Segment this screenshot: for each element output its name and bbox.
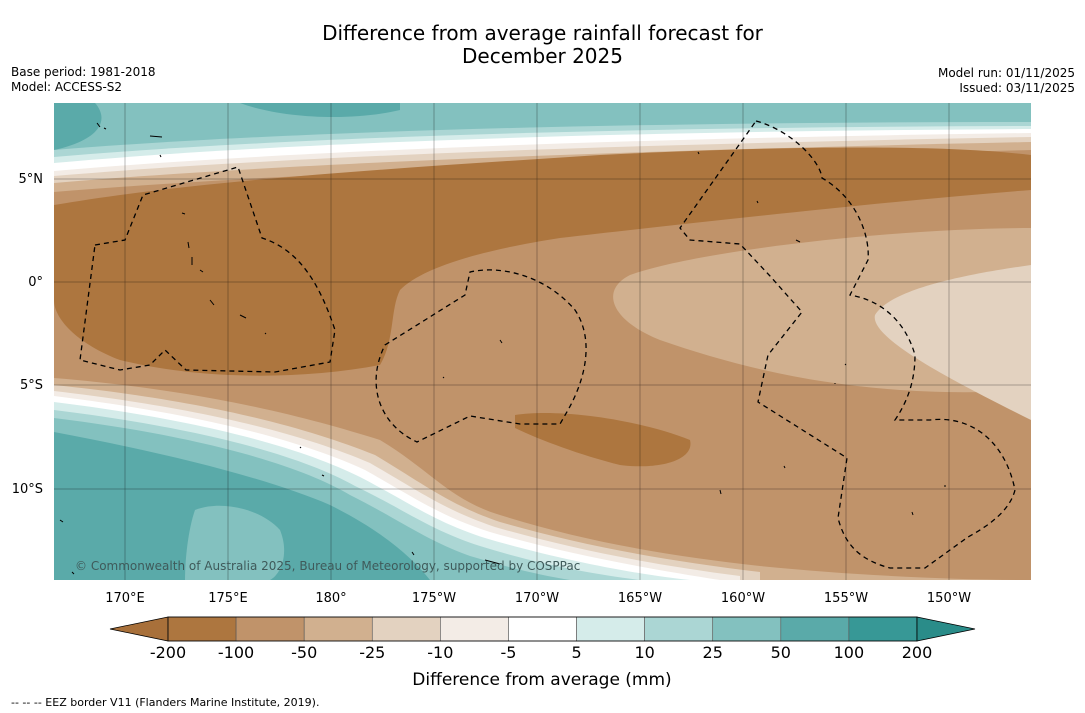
colorbar-segment bbox=[780, 616, 850, 642]
copyright-notice: © Commonwealth of Australia 2025, Bureau… bbox=[75, 559, 580, 573]
band-s-100 bbox=[54, 432, 430, 580]
lon-label-175w: 175°W bbox=[412, 591, 456, 606]
title-line-2: December 2025 bbox=[462, 44, 623, 68]
eez-border-east bbox=[679, 120, 1016, 569]
colorbar-arrow-left bbox=[109, 616, 169, 642]
colorbar-segment bbox=[167, 616, 237, 642]
title-line-1: Difference from average rainfall forecas… bbox=[322, 21, 763, 45]
eez-borders bbox=[79, 120, 1016, 569]
colorbar-tick-label: -25 bbox=[359, 643, 385, 662]
colorbar-tick-label: 25 bbox=[703, 643, 723, 662]
colorbar-segment bbox=[712, 616, 782, 642]
colorbar-tick-label: 50 bbox=[771, 643, 791, 662]
colorbar-tick-label: -10 bbox=[427, 643, 453, 662]
colorbar-title: Difference from average (mm) bbox=[412, 670, 671, 690]
colorbar-segments bbox=[167, 616, 918, 642]
islands bbox=[59, 122, 946, 575]
lon-label-155w: 155°W bbox=[824, 591, 868, 606]
field-north-patch bbox=[170, 103, 400, 118]
base-period: Base period: 1981-2018 bbox=[11, 65, 156, 79]
colorbar: -200 -100 -50 -25 -10 -5 5 10 25 50 100 200 Differe… bbox=[109, 616, 976, 690]
rainfall-field: © Commonwealth of Australia 2025, Bureau… bbox=[54, 103, 1031, 580]
model-name: Model: ACCESS-S2 bbox=[11, 80, 123, 94]
lon-label-170e: 170°E bbox=[105, 591, 145, 606]
colorbar-segment bbox=[508, 616, 577, 642]
colorbar-segment bbox=[235, 616, 305, 642]
lon-labels: 170°E 175°E 180° 175°W 170°W 165°W 160°W… bbox=[105, 591, 971, 606]
lon-label-180: 180° bbox=[315, 591, 346, 606]
issued-date: Issued: 03/11/2025 bbox=[959, 81, 1075, 95]
field-south-patch bbox=[185, 505, 285, 580]
colorbar-tick-label: 200 bbox=[902, 643, 933, 662]
colorbar-tick-label: -100 bbox=[218, 643, 254, 662]
eez-border-west bbox=[79, 166, 336, 373]
colorbar-segment bbox=[303, 616, 373, 642]
colorbar-tick-label: 5 bbox=[571, 643, 581, 662]
map-title: Difference from average rainfall forecas… bbox=[0, 22, 1085, 68]
meta-left: Base period: 1981-2018 Model: ACCESS-S2 bbox=[11, 65, 156, 95]
lat-label-5s: 5°S bbox=[20, 378, 43, 393]
lat-label-5n: 5°N bbox=[19, 172, 44, 187]
lat-label-10s: 10°S bbox=[12, 482, 43, 497]
colorbar-tick-label: 10 bbox=[634, 643, 654, 662]
eez-legend: -- -- -- EEZ border V11 (Flanders Marine… bbox=[11, 696, 320, 709]
lat-labels: 5°N 0° 5°S 10°S bbox=[12, 172, 43, 497]
colorbar-labels: -200 -100 -50 -25 -10 -5 5 10 25 50 100 200 bbox=[150, 643, 932, 662]
lon-label-165w: 165°W bbox=[618, 591, 662, 606]
island-marks bbox=[59, 122, 946, 575]
model-run: Model run: 01/11/2025 bbox=[937, 66, 1075, 80]
colorbar-tick-label: 100 bbox=[834, 643, 865, 662]
colorbar-tick-label: -5 bbox=[500, 643, 516, 662]
lon-label-160w: 160°W bbox=[721, 591, 765, 606]
field-dry-patch bbox=[515, 412, 691, 467]
colorbar-segment bbox=[440, 616, 509, 642]
field-light-tongue bbox=[874, 265, 1031, 420]
meta-right: Model run: 01/11/2025 Issued: 03/11/2025 bbox=[938, 66, 1075, 96]
colorbar-segment bbox=[576, 616, 645, 642]
colorbar-segment bbox=[848, 616, 918, 642]
lon-label-175e: 175°E bbox=[208, 591, 248, 606]
field-north-patch-2 bbox=[54, 103, 102, 150]
colorbar-arrow-right bbox=[916, 616, 976, 642]
gridlines bbox=[54, 103, 1031, 580]
colorbar-segment bbox=[371, 616, 441, 642]
field-dry-core bbox=[54, 147, 1031, 376]
colorbar-tick-label: -50 bbox=[291, 643, 317, 662]
lon-label-170w: 170°W bbox=[515, 591, 559, 606]
lat-label-0: 0° bbox=[28, 275, 43, 290]
colorbar-tick-label: -200 bbox=[150, 643, 186, 662]
colorbar-segment bbox=[644, 616, 714, 642]
lon-label-150w: 150°W bbox=[927, 591, 971, 606]
